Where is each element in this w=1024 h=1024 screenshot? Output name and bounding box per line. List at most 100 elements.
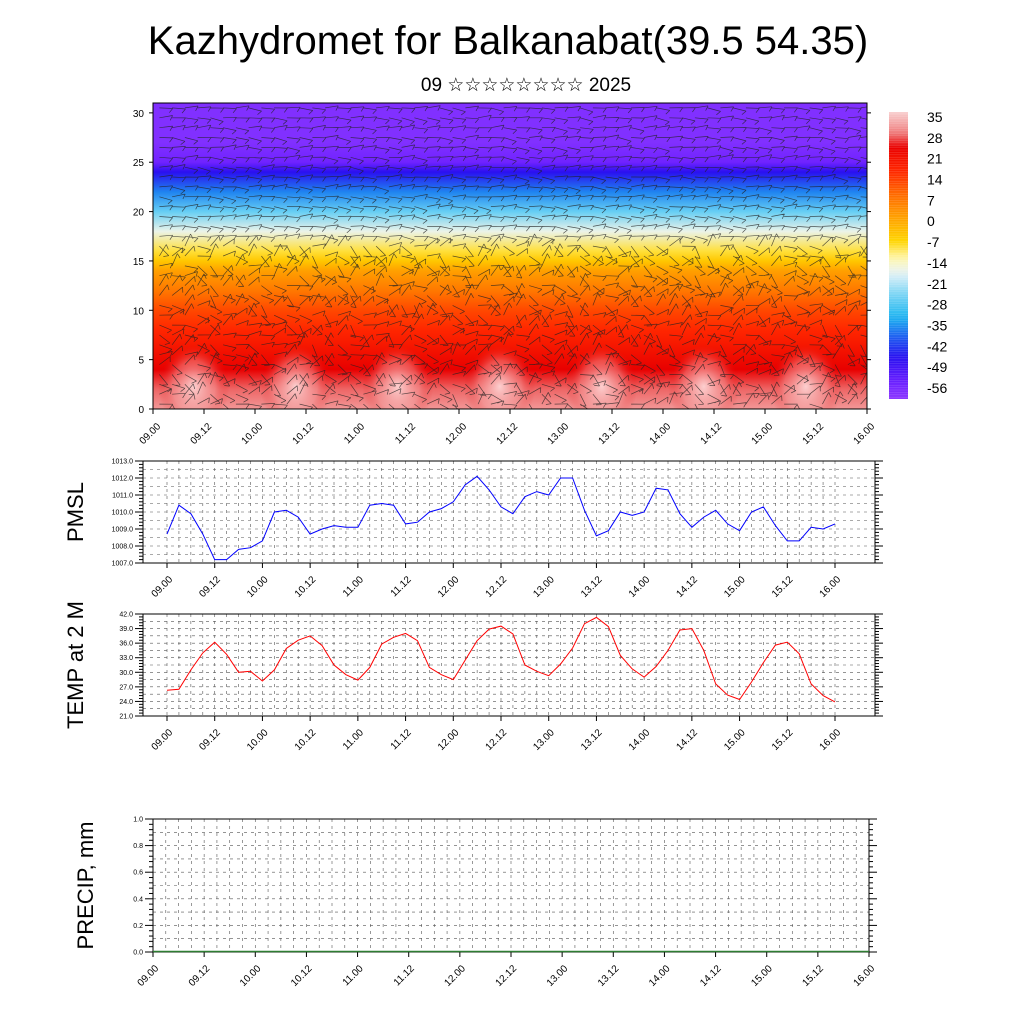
x-tick-label: 15.00 <box>722 574 748 600</box>
heatmap-x-tick-label: 11.00 <box>342 421 367 446</box>
precip-panel: 0.0 0.2 0.4 0.6 0.8 1.0 09.00 09.12 10.00 10.12 11… <box>73 817 877 989</box>
x-tick-label: 09.00 <box>150 574 176 600</box>
colorbar-label: 21 <box>927 151 943 167</box>
y-tick-label: 0.2 <box>133 923 143 930</box>
y-tick-label: 1011.0 <box>112 493 133 500</box>
colorbar-label: 35 <box>927 109 943 125</box>
chart-subtitle: 09 ☆☆☆☆☆☆☆☆ 2025 <box>421 75 631 96</box>
x-tick-label: 14.00 <box>627 727 653 753</box>
y-tick-label: 1010.0 <box>112 510 134 517</box>
x-tick-label: 11.00 <box>341 727 366 752</box>
heatmap-y-tick-label: 15 <box>133 257 145 268</box>
wind-barbs <box>159 105 867 409</box>
x-tick-label: 12.00 <box>436 727 462 753</box>
heatmap-panel: 0 5 10 15 20 25 30 09.00 09.12 10.00 10.12 11.00 11.… <box>133 102 877 447</box>
y-tick-label: 0.6 <box>133 870 143 877</box>
warm-blob <box>566 343 638 409</box>
wind-barb-set <box>159 105 867 409</box>
x-tick-label: 13.00 <box>545 963 571 989</box>
x-tick-label: 11.00 <box>341 574 366 599</box>
heatmap-y-tick-label: 5 <box>138 356 144 367</box>
y-tick-label: 39.0 <box>119 626 133 633</box>
y-tick-label: 36.0 <box>119 641 133 648</box>
colorbar-label: -49 <box>927 359 947 375</box>
grid <box>143 461 875 563</box>
colorbar-label: -7 <box>927 234 940 250</box>
y-tick-label: 30.0 <box>119 670 133 677</box>
panel-frame <box>142 613 876 717</box>
x-tick-label: 14.12 <box>675 574 701 600</box>
x-tick-label: 13.12 <box>579 574 605 600</box>
heatmap-x-tick-label: 09.12 <box>189 421 215 447</box>
x-tick-label: 13.12 <box>579 727 605 753</box>
warm-blob <box>464 343 536 409</box>
x-tick-label: 13.00 <box>531 727 557 753</box>
heatmap-y-tick-label: 0 <box>138 405 144 416</box>
x-tick-label: 15.00 <box>722 727 748 753</box>
heatmap-x-tick-label: 13.12 <box>597 421 623 447</box>
grid <box>153 819 869 952</box>
y-tick-label: 1009.0 <box>112 527 134 534</box>
x-tick-label: 15.12 <box>801 963 827 989</box>
heatmap-x-tick-label: 11.12 <box>393 421 418 446</box>
warm-blob <box>260 343 332 409</box>
colorbar-label: -35 <box>927 317 947 333</box>
x-tick-label: 09.12 <box>197 574 223 600</box>
x-tick-label: 12.12 <box>484 727 510 753</box>
colorbar-label: -14 <box>927 255 947 271</box>
x-tick-label: 14.12 <box>675 727 701 753</box>
colorbar-strip <box>889 112 908 399</box>
heatmap-x-tick-label: 14.12 <box>699 421 725 447</box>
temp-panel: 21.0 24.0 27.0 30.0 33.0 36.0 39.0 42.0 09.00 09.… <box>63 601 883 753</box>
colorbar: 35 28 21 14 7 0 -7 -14 -21 -28 -35 -42 -49 -56 <box>889 109 947 399</box>
x-tick-label: 11.12 <box>389 574 414 599</box>
y-tick-label: 1007.0 <box>112 561 134 568</box>
x-tick-label: 11.12 <box>392 963 417 988</box>
y-tick-label: 33.0 <box>119 655 133 662</box>
x-tick-label: 11.00 <box>341 963 366 988</box>
x-tick-label: 10.12 <box>289 963 315 989</box>
x-tick-label: 16.00 <box>852 963 878 989</box>
pmsl-panel: 1007.0 1008.0 1009.0 1010.0 1011.0 1012.0 1013… <box>63 459 883 600</box>
warm-blob <box>158 343 230 409</box>
colorbar-label: 28 <box>927 130 943 146</box>
x-tick-label: 09.00 <box>136 963 162 989</box>
x-tick-label: 10.00 <box>245 574 271 600</box>
series-line-pmsl <box>166 475 836 561</box>
heatmap-x-tick-label: 09.00 <box>138 421 164 447</box>
heatmap-x-tick-label: 12.12 <box>495 421 521 447</box>
x-tick-label: 11.12 <box>389 727 414 752</box>
heatmap-y-tick-label: 30 <box>133 109 145 120</box>
x-tick-label: 15.12 <box>770 727 796 753</box>
x-tick-label: 13.00 <box>531 574 557 600</box>
x-tick-label: 16.00 <box>818 574 844 600</box>
x-tick-label: 15.00 <box>749 963 775 989</box>
y-tick-label: 0.4 <box>133 896 143 903</box>
y-tick-label: 21.0 <box>119 714 133 721</box>
heatmap-y-tick-label: 25 <box>133 158 145 169</box>
y-tick-label: 27.0 <box>119 684 133 691</box>
warm-blob <box>668 343 740 409</box>
x-tick-label: 14.00 <box>647 963 673 989</box>
colorbar-label: -42 <box>927 338 947 354</box>
x-tick-label: 12.00 <box>443 963 469 989</box>
x-tick-label: 10.12 <box>293 727 319 753</box>
y-tick-label: 1013.0 <box>112 459 134 466</box>
series-line-temp2m <box>166 616 836 703</box>
x-tick-label: 09.12 <box>197 727 223 753</box>
colorbar-label: 14 <box>927 172 943 188</box>
y-tick-label: 0.0 <box>133 950 143 957</box>
heatmap-y-tick-label: 10 <box>133 306 145 317</box>
y-tick-label: 42.0 <box>119 612 133 619</box>
heatmap-x-tick-label: 10.00 <box>240 421 266 447</box>
colorbar-bands <box>889 113 908 398</box>
heatmap-x-tick-label: 15.12 <box>801 421 827 447</box>
x-tick-label: 09.00 <box>150 727 176 753</box>
x-tick-label: 10.00 <box>245 727 271 753</box>
x-tick-label: 12.12 <box>484 574 510 600</box>
heatmap-x-tick-label: 14.00 <box>648 421 674 447</box>
x-tick-label: 13.12 <box>596 963 622 989</box>
colorbar-label: 0 <box>927 213 935 229</box>
x-tick-label: 14.12 <box>698 963 724 989</box>
colorbar-label: -28 <box>927 297 947 313</box>
